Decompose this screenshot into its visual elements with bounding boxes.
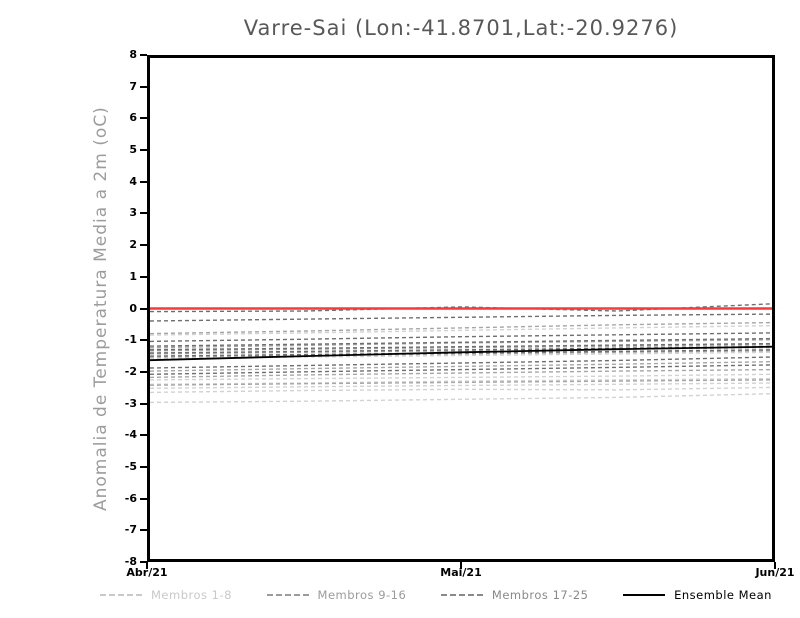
member-line	[150, 350, 772, 358]
y-tick-mark	[140, 370, 147, 373]
member-line	[150, 337, 772, 347]
y-tick-mark	[140, 307, 147, 310]
member-line	[150, 332, 772, 343]
legend-item: Membros 1-8	[100, 588, 232, 602]
legend-item: Membros 17-25	[440, 588, 589, 602]
legend-line-sample	[266, 594, 309, 596]
y-tick-label: 3	[129, 206, 137, 220]
y-tick-mark	[140, 275, 147, 278]
legend-line-sample	[440, 594, 483, 596]
plot-canvas	[150, 303, 772, 404]
member-line	[150, 321, 772, 335]
y-tick-mark	[140, 54, 147, 56]
legend-line-sample	[623, 594, 666, 596]
y-tick-mark	[140, 244, 147, 247]
y-tick-label: -3	[124, 396, 137, 410]
member-line	[150, 325, 772, 336]
member-line	[150, 342, 772, 351]
member-line	[150, 364, 772, 375]
x-tick-mark	[774, 562, 776, 569]
member-line	[150, 377, 772, 385]
y-tick-mark	[140, 402, 147, 405]
y-tick-label: 4	[129, 174, 137, 188]
member-line	[150, 351, 772, 360]
y-tick-label: -5	[124, 459, 137, 473]
y-tick-mark	[140, 117, 147, 120]
legend-line-sample	[100, 594, 142, 596]
member-line	[150, 361, 772, 372]
plot-frame	[147, 55, 775, 562]
member-line	[150, 356, 772, 369]
y-tick-label: 6	[129, 111, 137, 125]
y-tick-mark	[140, 180, 147, 183]
y-tick-mark	[140, 465, 147, 468]
x-tick-mark	[460, 562, 462, 569]
y-tick-label: -1	[124, 333, 137, 347]
y-tick-mark	[140, 434, 147, 437]
legend-label: Membros 17-25	[491, 588, 589, 602]
y-tick-mark	[140, 497, 147, 500]
x-tick-mark	[146, 562, 148, 569]
member-line	[150, 382, 772, 389]
y-tick-label: 7	[129, 79, 137, 93]
y-tick-label: 5	[129, 143, 137, 157]
y-tick-label: -6	[124, 491, 137, 505]
ensemble-mean-line	[150, 345, 772, 362]
member-line	[150, 343, 772, 352]
x-tick-label: Mai/21	[440, 566, 482, 579]
y-tick-label: -8	[124, 555, 137, 568]
y-tick-mark	[140, 149, 147, 152]
y-tick-mark	[140, 339, 147, 342]
legend-label: Membros 1-8	[151, 588, 232, 602]
member-line	[150, 313, 772, 322]
y-tick-mark	[140, 529, 147, 532]
y-tick-label: 0	[129, 301, 137, 315]
member-line	[150, 373, 772, 381]
legend-label: Ensemble Mean	[674, 588, 772, 602]
member-line	[150, 368, 772, 379]
legend: Membros 1-8 Membros 9-16 Membros 17-25 Ense…	[100, 588, 772, 602]
x-tick-label: Abr/21	[126, 566, 168, 579]
member-line	[150, 386, 772, 394]
y-tick-mark	[140, 212, 147, 215]
legend-label: Membros 9-16	[317, 588, 407, 602]
y-tick-label: -7	[124, 523, 137, 537]
member-line	[150, 393, 772, 404]
y-tick-label: 2	[129, 238, 137, 252]
y-tick-mark	[140, 85, 147, 88]
y-tick-label: -4	[124, 428, 137, 442]
legend-item: Membros 9-16	[266, 588, 407, 602]
legend-item: Ensemble Mean	[623, 588, 772, 602]
y-tick-label: -2	[124, 364, 137, 378]
member-line	[150, 379, 772, 386]
y-tick-label: 1	[129, 269, 137, 283]
chart-title: Varre-Sai (Lon:-41.8701,Lat:-20.9276)	[243, 16, 679, 40]
y-tick-mark	[140, 561, 147, 563]
y-tick-label: 8	[129, 48, 137, 61]
x-tick-label: Jun/21	[755, 566, 795, 579]
